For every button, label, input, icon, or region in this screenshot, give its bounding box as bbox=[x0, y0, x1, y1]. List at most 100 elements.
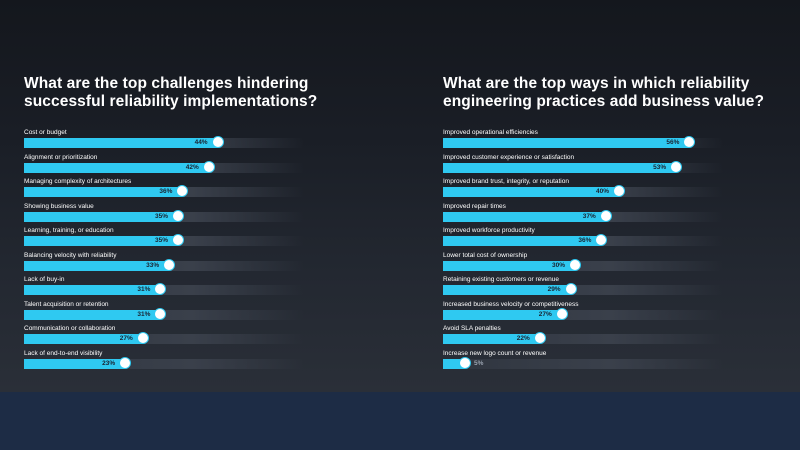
category-label: Increased business velocity or competiti… bbox=[443, 300, 579, 308]
bar-end-knob bbox=[613, 185, 625, 197]
bar bbox=[443, 211, 606, 222]
bar-end-knob bbox=[172, 209, 184, 222]
bar-row: Managing complexity of architectures 36% bbox=[24, 178, 324, 202]
bar-row: Improved brand trust, integrity, or repu… bbox=[443, 178, 743, 202]
challenges-chart: What are the top challenges hindering su… bbox=[24, 75, 384, 369]
chart-title: What are the top ways in which reliabili… bbox=[443, 75, 765, 110]
category-label: Learning, training, or education bbox=[24, 227, 114, 234]
bar-row: Learning, training, or education 35% bbox=[24, 227, 324, 251]
bar-row: Communication or collaboration 27% bbox=[24, 325, 324, 349]
business-value-chart: What are the top ways in which reliabili… bbox=[443, 75, 800, 369]
value-label: 22% bbox=[516, 335, 530, 342]
category-label: Cost or budget bbox=[24, 129, 67, 136]
category-label: Increase new logo count or revenue bbox=[443, 349, 547, 357]
value-label: 36% bbox=[578, 237, 592, 244]
category-label: Retaining existing customers or revenue bbox=[443, 276, 559, 283]
bar-row: Increased business velocity or competiti… bbox=[443, 301, 743, 325]
category-label: Showing business value bbox=[24, 202, 94, 210]
category-label: Managing complexity of architectures bbox=[24, 178, 132, 185]
value-label: 37% bbox=[582, 212, 596, 220]
value-label: 53% bbox=[653, 163, 667, 171]
slide-background: What are the top challenges hindering su… bbox=[0, 0, 800, 392]
bar-track bbox=[24, 334, 304, 344]
bar bbox=[443, 358, 465, 369]
bar-end-knob bbox=[119, 356, 132, 369]
category-label: Alignment or prioritization bbox=[24, 153, 98, 161]
value-label: 31% bbox=[137, 310, 151, 318]
bar-row: Avoid SLA penalties 22% bbox=[443, 325, 743, 349]
bar bbox=[443, 309, 562, 320]
value-label: 35% bbox=[154, 212, 168, 220]
bar-track bbox=[24, 358, 304, 369]
bar bbox=[24, 358, 126, 369]
bar-row: Improved customer experience or satisfac… bbox=[443, 154, 743, 178]
bar-track bbox=[443, 260, 723, 271]
bar-row: Lower total cost of ownership 30% bbox=[443, 252, 743, 276]
value-label: 30% bbox=[551, 261, 565, 269]
bar bbox=[443, 236, 602, 246]
bar-end-knob bbox=[211, 136, 224, 148]
bar-row: Talent acquisition or retention 31% bbox=[24, 301, 324, 325]
bar bbox=[443, 260, 575, 271]
bar-row: Retaining existing customers or revenue 2… bbox=[443, 276, 743, 300]
value-label: 42% bbox=[185, 163, 199, 171]
value-label: 40% bbox=[595, 188, 609, 195]
bar-row: Alignment or prioritization 42% bbox=[24, 154, 324, 178]
category-label: Communication or collaboration bbox=[24, 325, 116, 332]
bar-end-knob bbox=[154, 283, 167, 295]
value-label: 31% bbox=[137, 286, 151, 293]
bar bbox=[24, 285, 161, 295]
bar-end-knob bbox=[459, 356, 471, 369]
bar bbox=[443, 138, 690, 148]
bar-end-knob bbox=[202, 160, 215, 173]
bar-end-knob bbox=[176, 185, 189, 197]
bar-row: Increase new logo count or revenue 5% bbox=[443, 350, 743, 374]
value-label: 27% bbox=[119, 335, 133, 342]
bar-track bbox=[443, 334, 723, 344]
bar-end-knob bbox=[569, 258, 581, 271]
category-label: Lack of buy-in bbox=[24, 276, 65, 283]
category-label: Improved workforce productivity bbox=[443, 227, 535, 234]
bar-end-knob bbox=[670, 160, 683, 173]
bar-track bbox=[443, 309, 723, 320]
bar bbox=[24, 260, 170, 271]
bar-end-knob bbox=[163, 258, 176, 271]
bar-row: Improved operational efficiencies 56% bbox=[443, 129, 743, 153]
bar-end-knob bbox=[564, 283, 577, 295]
category-label: Improved repair times bbox=[443, 202, 506, 210]
bar-end-knob bbox=[595, 234, 608, 246]
bar bbox=[443, 285, 571, 295]
bar-track bbox=[443, 358, 723, 369]
bar bbox=[24, 334, 143, 344]
bar-row: Lack of buy-in 31% bbox=[24, 276, 324, 300]
category-label: Improved customer experience or satisfac… bbox=[443, 153, 575, 161]
category-label: Improved brand trust, integrity, or repu… bbox=[443, 178, 569, 185]
bar-end-knob bbox=[136, 332, 149, 344]
bar-end-knob bbox=[533, 332, 546, 344]
value-label: 56% bbox=[666, 139, 680, 146]
bar-row: Lack of end-to-end visibility 23% bbox=[24, 350, 324, 374]
value-label: 36% bbox=[159, 188, 173, 195]
bar-track bbox=[443, 285, 723, 295]
value-label: 29% bbox=[547, 286, 561, 293]
bar bbox=[443, 334, 540, 344]
value-label: 33% bbox=[146, 261, 160, 269]
bar-end-knob bbox=[172, 234, 184, 246]
category-label: Balancing velocity with reliability bbox=[24, 251, 117, 259]
chart-title: What are the top challenges hindering su… bbox=[24, 75, 318, 110]
category-label: Improved operational efficiencies bbox=[443, 129, 538, 136]
bar bbox=[24, 138, 218, 148]
bar bbox=[24, 236, 178, 246]
bar-row: Improved repair times 37% bbox=[443, 203, 743, 227]
bar bbox=[24, 309, 161, 320]
bar-row: Showing business value 35% bbox=[24, 203, 324, 227]
category-label: Lack of end-to-end visibility bbox=[24, 349, 103, 357]
bar bbox=[24, 187, 183, 197]
bar-end-knob bbox=[555, 307, 568, 320]
bar-end-knob bbox=[683, 136, 696, 148]
category-label: Talent acquisition or retention bbox=[24, 300, 109, 308]
bar-end-knob bbox=[154, 307, 167, 320]
bar-row: Cost or budget 44% bbox=[24, 129, 324, 153]
bar bbox=[443, 162, 677, 173]
category-label: Lower total cost of ownership bbox=[443, 251, 528, 259]
